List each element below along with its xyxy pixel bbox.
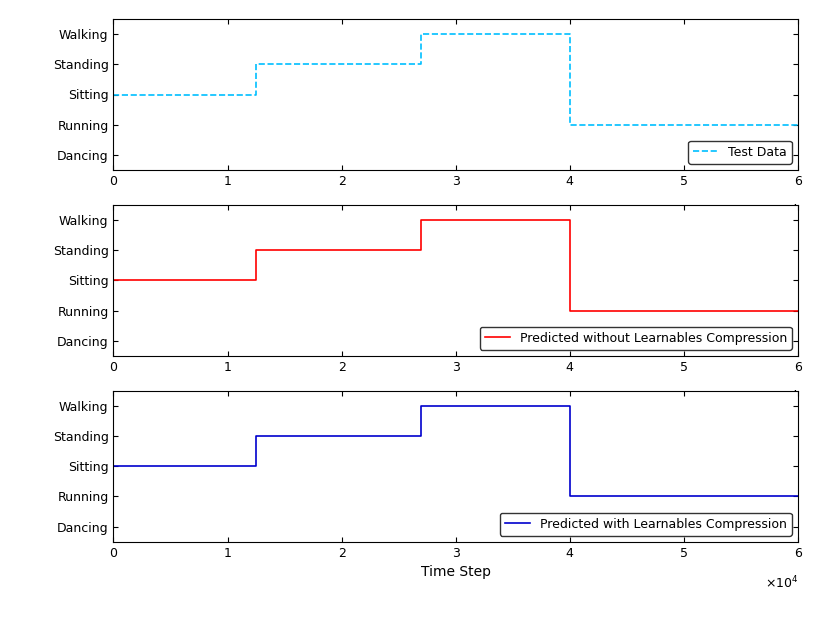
Test Data [564, 121, 575, 129]
Predicted with Learnables Compression [656, 493, 666, 500]
Predicted without Learnables Compression [656, 307, 666, 314]
Text: $\times10^{4}$: $\times10^{4}$ [764, 389, 798, 406]
Text: $\times10^{4}$: $\times10^{4}$ [764, 575, 798, 592]
Predicted without Learnables Compression [251, 246, 261, 254]
Legend: Test Data: Test Data [688, 141, 792, 164]
Test Data [108, 91, 118, 98]
Legend: Predicted without Learnables Compression: Predicted without Learnables Compression [480, 327, 792, 350]
Predicted with Learnables Compression [251, 462, 261, 470]
Predicted without Learnables Compression [656, 307, 666, 314]
Predicted without Learnables Compression [793, 307, 803, 314]
Test Data [417, 60, 427, 68]
Test Data [793, 121, 803, 129]
Test Data [251, 60, 261, 68]
Predicted with Learnables Compression [793, 493, 803, 500]
Text: $\times10^{4}$: $\times10^{4}$ [764, 203, 798, 220]
Predicted with Learnables Compression [417, 402, 427, 410]
Predicted with Learnables Compression [251, 432, 261, 440]
Predicted without Learnables Compression [108, 277, 118, 284]
Test Data [251, 91, 261, 98]
Legend: Predicted with Learnables Compression: Predicted with Learnables Compression [500, 513, 792, 536]
Predicted without Learnables Compression [417, 246, 427, 254]
Predicted with Learnables Compression [417, 432, 427, 440]
Predicted without Learnables Compression [251, 277, 261, 284]
Line: Predicted without Learnables Compression: Predicted without Learnables Compression [113, 220, 798, 311]
Predicted without Learnables Compression [417, 216, 427, 224]
Predicted with Learnables Compression [564, 402, 575, 410]
Predicted with Learnables Compression [656, 493, 666, 500]
Predicted with Learnables Compression [564, 493, 575, 500]
Predicted with Learnables Compression [108, 462, 118, 470]
Predicted without Learnables Compression [564, 307, 575, 314]
Line: Predicted with Learnables Compression: Predicted with Learnables Compression [113, 406, 798, 496]
Predicted without Learnables Compression [564, 216, 575, 224]
Test Data [417, 30, 427, 38]
Line: Test Data: Test Data [113, 34, 798, 125]
X-axis label: Time Step: Time Step [421, 565, 491, 579]
Test Data [564, 30, 575, 38]
